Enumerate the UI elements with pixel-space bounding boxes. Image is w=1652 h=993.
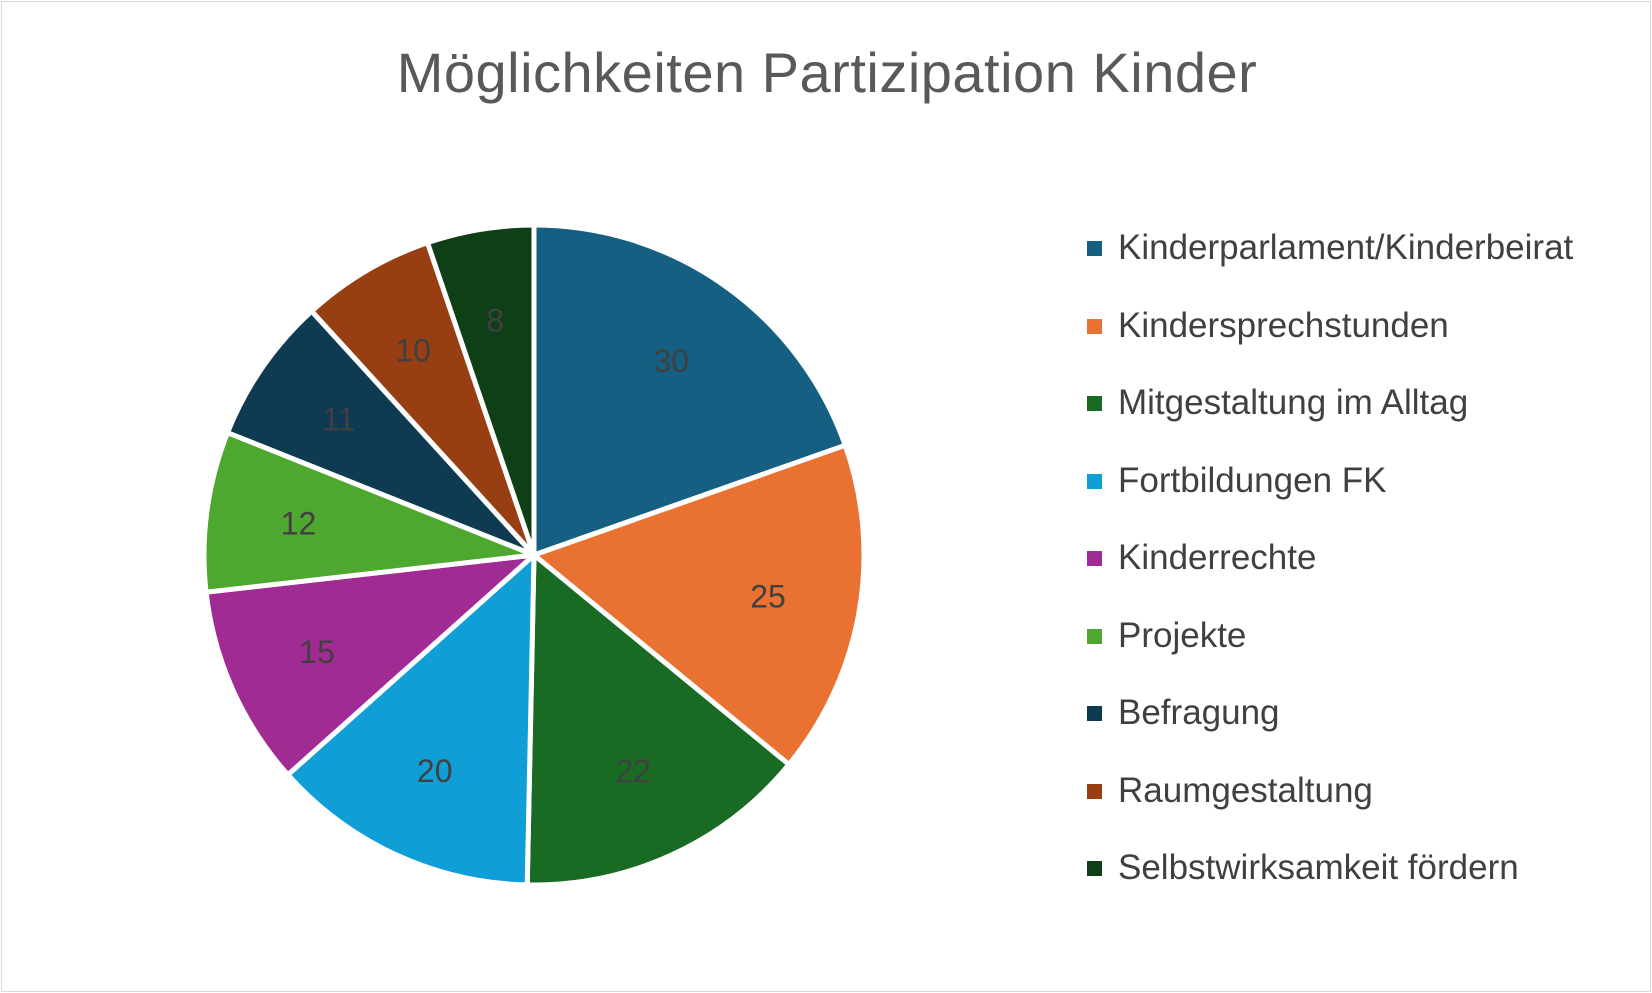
- pie-data-labels: 30 25 22 20 15 12 11 10 8: [281, 303, 786, 789]
- slice-data-label: 12: [281, 505, 317, 541]
- legend-item: Projekte: [1087, 612, 1647, 690]
- slice-data-label: 11: [322, 402, 355, 438]
- legend-label: Fortbildungen FK: [1118, 460, 1387, 500]
- legend-item: Kinderparlament/Kinderbeirat: [1087, 224, 1647, 302]
- legend-swatch: [1087, 396, 1102, 411]
- slice-data-label: 30: [654, 343, 690, 379]
- legend-item: Fortbildungen FK: [1087, 457, 1647, 535]
- legend-label: Kinderrechte: [1118, 538, 1317, 577]
- chart-legend: Kinderparlament/Kinderbeirat Kindersprech…: [1087, 224, 1647, 922]
- pie-slice: [203, 552, 537, 778]
- pie-slice: [524, 552, 792, 888]
- legend-label: Befragung: [1118, 693, 1280, 732]
- legend-item: Selbstwirksamkeit fördern: [1087, 844, 1647, 922]
- legend-label: Kindersprechstunden: [1118, 305, 1449, 345]
- slice-data-label: 8: [486, 303, 504, 339]
- pie-slice: [309, 240, 537, 558]
- pie-slice: [285, 552, 537, 888]
- legend-item: Kinderrechte: [1087, 534, 1647, 612]
- legend-swatch: [1087, 706, 1102, 721]
- legend-swatch: [1087, 861, 1102, 876]
- pie-slice: [201, 430, 537, 595]
- slice-data-label: 20: [417, 753, 453, 789]
- legend-swatch: [1087, 318, 1102, 334]
- slice-data-label: 15: [299, 634, 335, 670]
- legend-item: Kindersprechstunden: [1087, 302, 1647, 380]
- slice-data-label: 25: [750, 578, 786, 614]
- slice-data-label: 10: [395, 333, 431, 369]
- pie-slice: [225, 308, 537, 558]
- legend-swatch: [1087, 551, 1102, 566]
- legend-label: Raumgestaltung: [1118, 770, 1373, 810]
- legend-label: Mitgestaltung im Alltag: [1118, 383, 1469, 422]
- legend-label: Kinderparlament/Kinderbeirat: [1118, 228, 1574, 267]
- legend-swatch: [1087, 628, 1102, 644]
- slice-data-label: 22: [616, 753, 652, 789]
- legend-item: Raumgestaltung: [1087, 767, 1647, 845]
- legend-item: Mitgestaltung im Alltag: [1087, 379, 1647, 457]
- legend-label: Projekte: [1118, 615, 1247, 655]
- pie-slice: [425, 222, 537, 558]
- chart-title: Möglichkeiten Partizipation Kinder: [396, 41, 1258, 104]
- legend-item: Befragung: [1087, 689, 1647, 767]
- legend-swatch: [1087, 241, 1102, 256]
- pie-slice: [531, 442, 867, 768]
- legend-swatch: [1087, 473, 1102, 489]
- pie-slices: [201, 222, 867, 888]
- legend-label: Selbstwirksamkeit fördern: [1118, 848, 1519, 887]
- legend-swatch: [1087, 783, 1102, 799]
